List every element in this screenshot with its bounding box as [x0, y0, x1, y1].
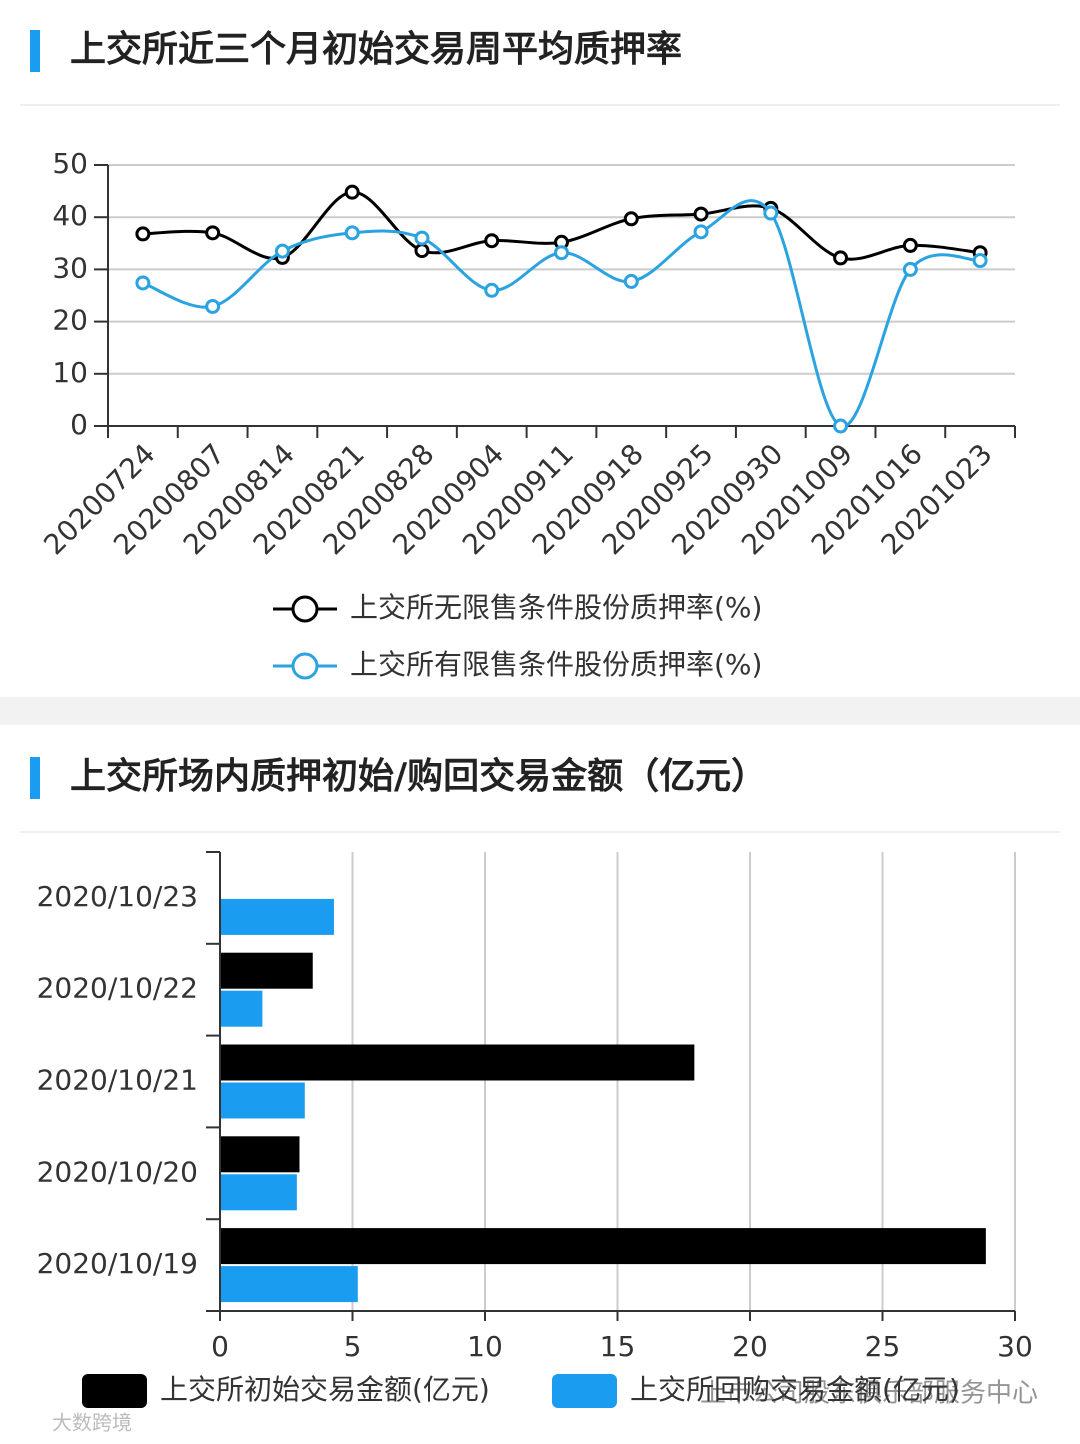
legend-label: 上交所有限售条件股份质押率(%) — [350, 648, 762, 681]
point — [135, 226, 151, 242]
y-tick-label: 2020/10/19 — [37, 1247, 198, 1280]
y-tick-label: 2020/10/21 — [37, 1064, 198, 1097]
legend-marker — [291, 595, 319, 623]
bar — [220, 1174, 297, 1211]
y-tick-label: 50 — [52, 147, 88, 180]
y-tick-label: 2020/10/22 — [37, 972, 198, 1005]
y-tick-label: 2020/10/23 — [37, 880, 198, 913]
x-tick-label: 20 — [732, 1330, 768, 1363]
legend-swatch — [552, 1374, 617, 1408]
point — [205, 225, 221, 241]
point — [693, 224, 709, 240]
watermark: 大数跨境 — [52, 1411, 132, 1435]
bar — [220, 990, 263, 1027]
section-title: 上交所近三个月初始交易周平均质押率 — [70, 28, 682, 70]
point — [623, 211, 639, 227]
x-tick-label: 10 — [467, 1330, 503, 1363]
x-tick-label: 0 — [211, 1330, 229, 1363]
y-tick-label: 30 — [52, 251, 88, 284]
bar — [220, 1266, 358, 1303]
bar — [220, 898, 334, 935]
point — [205, 298, 221, 314]
point — [972, 253, 988, 269]
point — [484, 233, 500, 249]
y-tick-label: 2020/10/20 — [37, 1155, 198, 1188]
y-tick-label: 20 — [52, 304, 88, 337]
y-tick-label: 40 — [52, 199, 88, 232]
x-tick-label: 5 — [344, 1330, 362, 1363]
x-tick-label: 15 — [600, 1330, 636, 1363]
section-title: 上交所场内质押初始/购回交易金额（亿元） — [70, 755, 767, 797]
point — [902, 237, 918, 253]
point — [274, 243, 290, 259]
point — [833, 250, 849, 266]
point — [833, 418, 849, 434]
point — [344, 184, 360, 200]
point — [414, 230, 430, 246]
legend-label: 上交所无限售条件股份质押率(%) — [350, 591, 762, 624]
title-marker — [30, 757, 40, 799]
point — [414, 243, 430, 259]
legend-marker — [291, 652, 319, 680]
bar — [220, 1228, 986, 1265]
title-marker — [30, 30, 40, 72]
bar — [220, 1082, 305, 1119]
point — [135, 275, 151, 291]
watermark: 上市公司股东俱乐部服务中心 — [700, 1379, 1038, 1409]
series-line — [142, 199, 981, 428]
legend-label: 上交所回购交易金额(亿元) — [630, 1373, 960, 1406]
point — [902, 261, 918, 277]
bar — [220, 952, 313, 989]
point — [554, 245, 569, 261]
point — [344, 225, 360, 241]
legend-label: 上交所初始交易金额(亿元) — [160, 1373, 490, 1406]
x-tick-label: 30 — [997, 1330, 1033, 1363]
bar — [220, 1044, 695, 1081]
separator — [0, 697, 1080, 725]
y-tick-label: 10 — [52, 356, 88, 389]
point — [484, 282, 500, 298]
legend-swatch — [82, 1374, 147, 1408]
bar — [220, 1136, 300, 1173]
x-tick-label: 25 — [865, 1330, 901, 1363]
point — [623, 273, 639, 289]
point — [693, 206, 709, 222]
y-tick-label: 0 — [70, 408, 88, 441]
point — [763, 205, 779, 221]
